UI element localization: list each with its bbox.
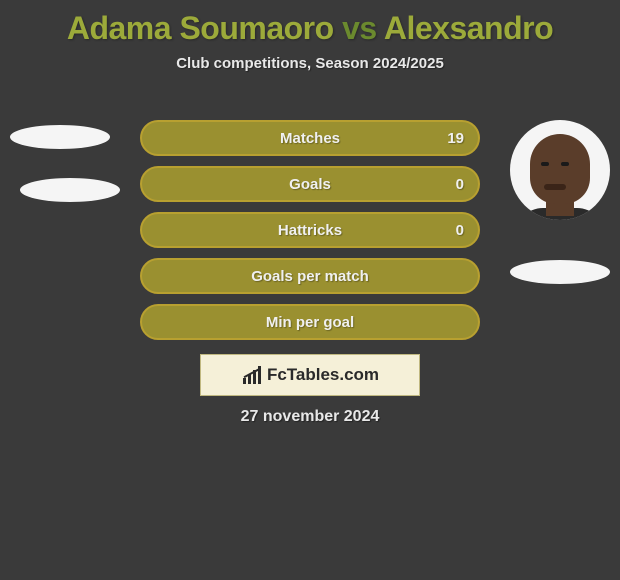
player2-avatar — [510, 120, 610, 220]
player2-face-icon — [515, 130, 605, 220]
vs-separator: vs — [342, 10, 377, 46]
stat-label: Matches — [142, 130, 478, 147]
stat-value-right: 19 — [447, 130, 464, 147]
stat-row-matches: Matches 19 — [140, 120, 480, 156]
player2-name: Alexsandro — [384, 10, 553, 46]
bar-chart-icon — [241, 366, 263, 384]
flag-left-2 — [20, 178, 120, 202]
fctables-logo: FcTables.com — [200, 354, 420, 396]
player1-name: Adama Soumaoro — [67, 10, 334, 46]
stat-row-min-per-goal: Min per goal — [140, 304, 480, 340]
logo-text: FcTables.com — [267, 365, 379, 385]
stat-label: Min per goal — [142, 314, 478, 331]
stats-area: Matches 19 Goals 0 Hattricks 0 Goals per… — [140, 120, 480, 350]
stat-label: Goals per match — [142, 268, 478, 285]
stat-row-goals-per-match: Goals per match — [140, 258, 480, 294]
subtitle: Club competitions, Season 2024/2025 — [0, 55, 620, 72]
stat-label: Hattricks — [142, 222, 478, 239]
comparison-title: Adama Soumaoro vs Alexsandro — [0, 0, 620, 47]
stat-label: Goals — [142, 176, 478, 193]
stat-value-right: 0 — [456, 222, 464, 239]
stat-value-right: 0 — [456, 176, 464, 193]
stat-row-hattricks: Hattricks 0 — [140, 212, 480, 248]
stat-row-goals: Goals 0 — [140, 166, 480, 202]
flag-right — [510, 260, 610, 284]
flag-left-1 — [10, 125, 110, 149]
date-label: 27 november 2024 — [0, 408, 620, 426]
